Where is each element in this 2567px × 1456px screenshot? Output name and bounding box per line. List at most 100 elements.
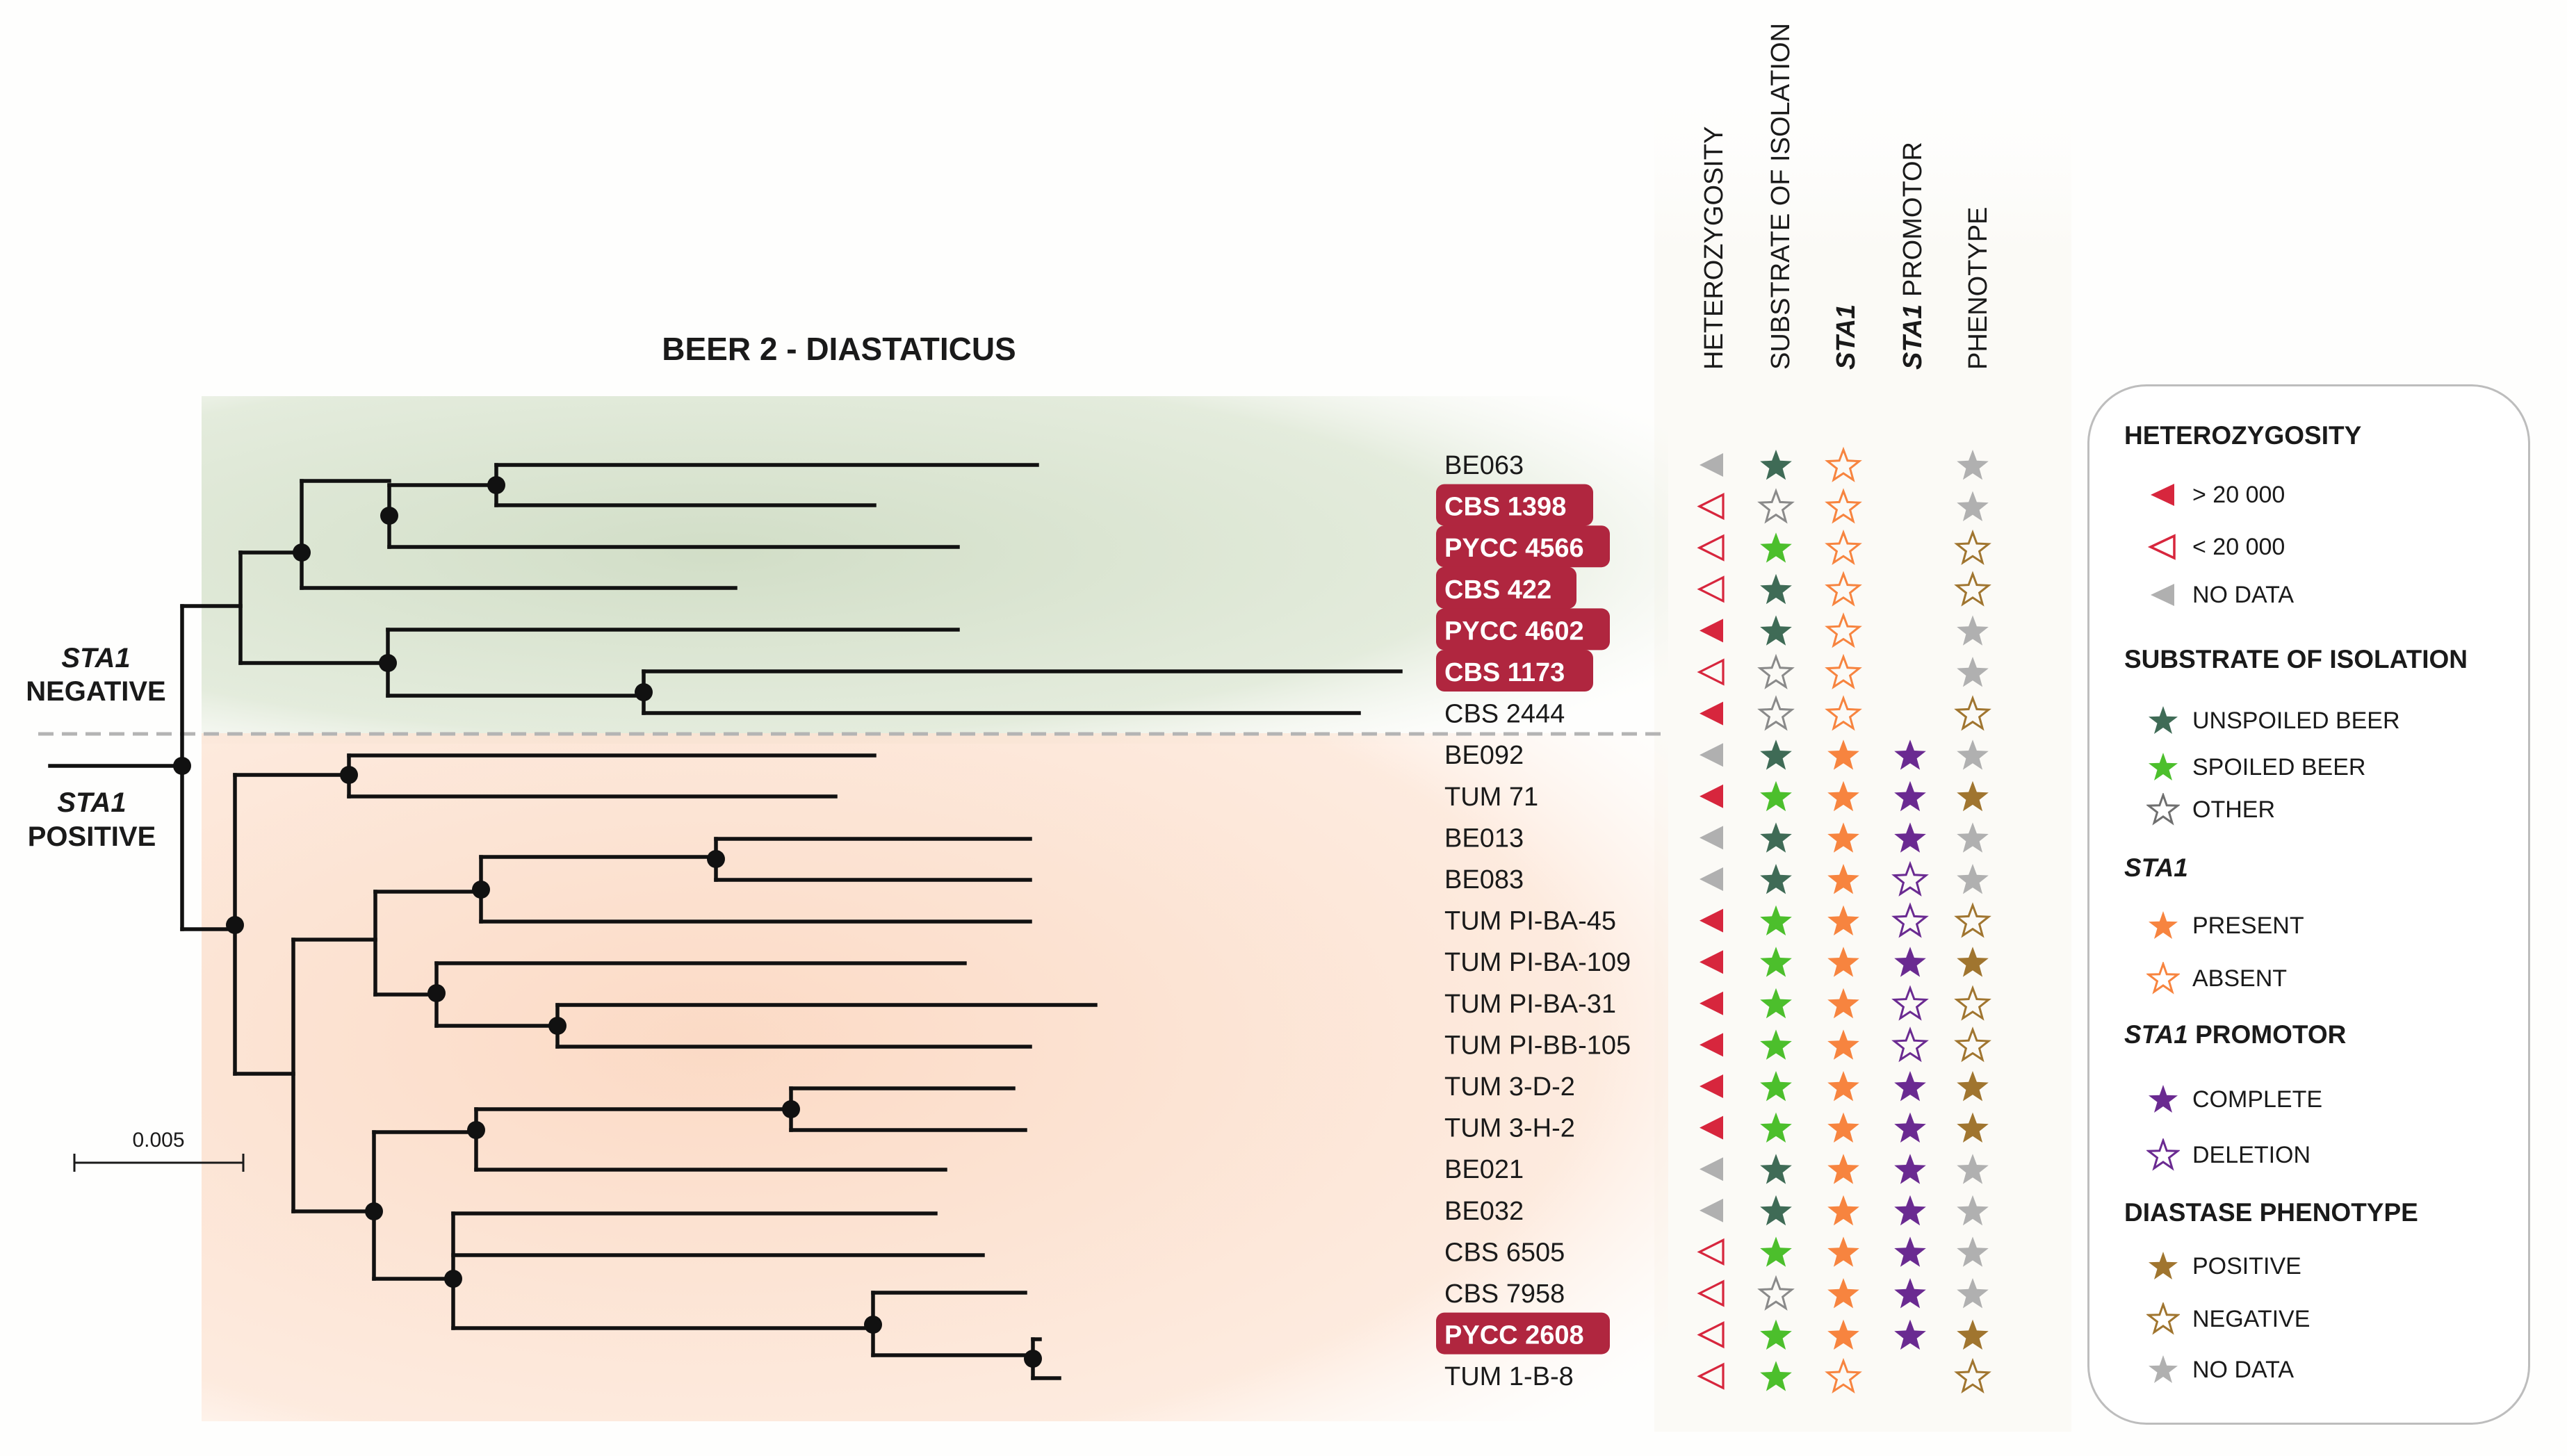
phenotype-nodata-icon <box>1957 1278 1989 1309</box>
legend-het-high: > 20 000 <box>2146 477 2285 513</box>
legend-het-nodata: NO DATA <box>2146 577 2294 613</box>
sta1-present-icon <box>1827 864 1859 894</box>
phenotype-nodata-icon <box>1957 822 1989 853</box>
highlight-badge <box>1436 608 1610 651</box>
legend-phenotype-negative: NEGATIVE <box>2146 1301 2310 1337</box>
node-dot <box>548 1017 567 1035</box>
substrate-spoiled-icon <box>1760 1071 1792 1102</box>
strain-label: TUM 1-B-8 <box>1444 1362 1574 1391</box>
strain-label: CBS 2444 <box>1444 700 1565 729</box>
het-high-icon <box>1700 1115 1723 1140</box>
star-filled-orange-icon <box>2149 911 2178 939</box>
legend-sta1-title: STA1 <box>2124 853 2188 882</box>
promotor-complete-icon <box>1894 780 1926 812</box>
promotor-complete-icon <box>1894 1154 1926 1184</box>
substrate-unspoiled-icon <box>1760 739 1792 770</box>
promotor-complete-icon <box>1894 1319 1926 1350</box>
columns-background <box>1654 42 2071 1432</box>
het-nodata-icon <box>1700 867 1723 891</box>
strain-row: PYCC 2608 <box>1436 1312 1989 1355</box>
legend-phenotype-nodata: NO DATA <box>2146 1352 2294 1388</box>
legend-complete-label: COMPLETE <box>2192 1086 2323 1113</box>
highlight-badge <box>1436 1312 1610 1355</box>
sta1-present-icon <box>1827 947 1859 977</box>
sta1-absent-icon <box>1825 653 1862 689</box>
het-high-icon <box>1700 991 1723 1015</box>
phenotype-nodata-icon <box>1957 491 1989 521</box>
strain-rows: BE063 CBS 1398 PYCC 4566 CBS 422 PYCC 4602 CB… <box>1436 446 1991 1394</box>
node-dot <box>226 916 244 934</box>
node-dot <box>380 507 398 525</box>
strain-row: CBS 1173 <box>1436 650 1989 692</box>
promotor-complete-icon <box>1894 947 1926 977</box>
strain-row: TUM PI-BA-45 <box>1444 902 1991 938</box>
het-low-icon <box>1697 658 1725 686</box>
legend-sta1-present: PRESENT <box>2146 908 2304 944</box>
het-high-icon <box>1700 619 1723 643</box>
phenotype-negative-icon <box>1954 1026 1991 1063</box>
strain-label: BE083 <box>1444 865 1524 894</box>
strain-label: BE092 <box>1444 741 1524 770</box>
node-dot <box>467 1121 485 1139</box>
sta1-present-icon <box>1827 1071 1859 1102</box>
sta1-negative-shading <box>202 396 1668 744</box>
substrate-spoiled-icon <box>1760 1361 1792 1391</box>
strain-row: TUM 71 <box>1444 780 1989 812</box>
strain-row: CBS 7958 <box>1444 1275 1989 1311</box>
legend-absent-label: ABSENT <box>2192 965 2288 992</box>
strain-row: BE063 <box>1444 446 1989 482</box>
phenotype-nodata-icon <box>1957 1154 1989 1184</box>
substrate-spoiled-icon <box>1760 1112 1792 1143</box>
phenotype-negative-icon <box>1954 529 1991 566</box>
legend: HETEROZYGOSITY > 20 000 < 20 000 NO DATA… <box>2087 384 2530 1425</box>
figure-title: BEER 2 - DIASTATICUS <box>662 331 1016 367</box>
legend-substrate-unspoiled: UNSPOILED BEER <box>2146 703 2400 739</box>
sta1-present-icon <box>1827 739 1859 770</box>
legend-deletion-label: DELETION <box>2192 1141 2311 1168</box>
strain-label: TUM PI-BA-109 <box>1444 948 1631 977</box>
scale-bar-label: 0.005 <box>132 1129 184 1152</box>
header-phenotype: PHENOTYPE <box>1964 207 1993 370</box>
strain-row: TUM 1-B-8 <box>1444 1357 1991 1394</box>
sta1-absent-icon <box>1825 446 1862 482</box>
phenotype-positive-icon <box>1957 1319 1989 1350</box>
substrate-spoiled-icon <box>1760 905 1792 935</box>
star-outline-purple-icon <box>2146 1138 2180 1171</box>
strain-label: TUM 71 <box>1444 783 1538 812</box>
legend-substrate-spoiled: SPOILED BEER <box>2146 749 2365 785</box>
sta1-present-icon <box>1827 905 1859 935</box>
legend-phenotype-nodata-label: NO DATA <box>2192 1356 2295 1383</box>
het-nodata-icon <box>1700 453 1723 477</box>
legend-spoiled-label: SPOILED BEER <box>2192 753 2366 780</box>
strain-row: CBS 422 <box>1436 566 1991 609</box>
sta1-present-icon <box>1827 1195 1859 1226</box>
star-filled-green-icon <box>2149 753 2178 780</box>
strain-row: PYCC 4566 <box>1436 525 1991 568</box>
substrate-spoiled-icon <box>1760 780 1792 812</box>
sta1-present-icon <box>1827 1112 1859 1143</box>
phenotype-nodata-icon <box>1957 739 1989 770</box>
header-heterozygosity: HETEROZYGOSITY <box>1700 126 1729 370</box>
phylogenetic-tree <box>48 463 1403 1380</box>
het-nodata-icon <box>1700 1157 1723 1181</box>
phenotype-nodata-icon <box>1957 1236 1989 1267</box>
het-high-icon <box>1700 950 1723 974</box>
strain-label: BE032 <box>1444 1197 1524 1226</box>
legend-promotor-word: PROMOTOR <box>2187 1020 2347 1049</box>
strain-row: TUM PI-BA-31 <box>1444 985 1991 1021</box>
het-nodata-icon <box>1700 826 1723 850</box>
negative-gene-label: STA1 <box>61 643 130 673</box>
het-high-icon <box>1700 1074 1723 1098</box>
phenotype-positive-icon <box>1957 947 1989 977</box>
strain-label: CBS 7958 <box>1444 1279 1565 1309</box>
node-dot <box>472 881 490 899</box>
het-high-icon <box>1700 701 1723 726</box>
substrate-unspoiled-icon <box>1760 822 1792 853</box>
strain-row: BE092 <box>1444 739 1989 770</box>
legend-het-nodata-label: NO DATA <box>2192 581 2295 608</box>
node-dot <box>173 757 191 775</box>
strain-row: TUM PI-BB-105 <box>1444 1026 1991 1063</box>
positive-gene-label: STA1 <box>57 787 126 818</box>
sta1-positive-shading <box>202 733 1668 1421</box>
het-high-icon <box>1700 1033 1723 1057</box>
